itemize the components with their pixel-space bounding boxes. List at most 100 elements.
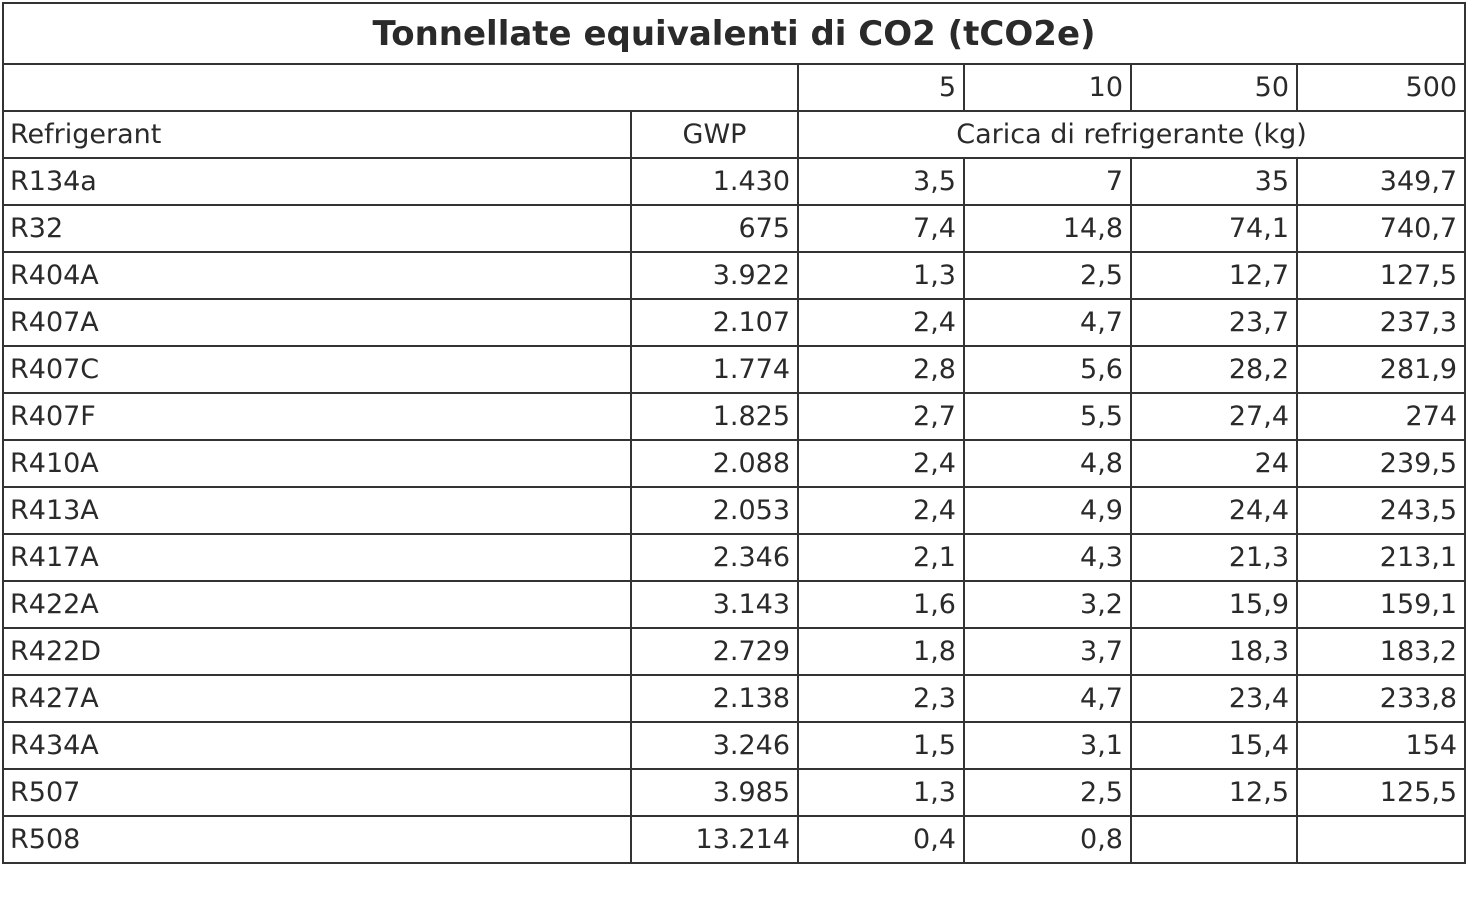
value-cell: 14,8 xyxy=(963,204,1132,253)
value-cell xyxy=(1130,815,1298,864)
value-cell: 1.825 xyxy=(630,392,799,441)
refrigerant-cell: R422A xyxy=(2,580,632,629)
value-cell: 3,2 xyxy=(963,580,1132,629)
value-cell: 0,8 xyxy=(963,815,1132,864)
value-cell: 125,5 xyxy=(1295,768,1467,817)
value-cell: 24,4 xyxy=(1130,486,1298,535)
value-cell: 15,4 xyxy=(1130,721,1298,770)
refrigerant-cell: R407F xyxy=(2,392,632,441)
value-cell xyxy=(1295,815,1467,864)
value-cell: 4,3 xyxy=(963,533,1132,582)
empty-cell xyxy=(2,63,799,112)
value-cell: 2.138 xyxy=(630,674,799,723)
value-cell: 2.729 xyxy=(630,627,799,676)
value-cell: 740,7 xyxy=(1295,204,1467,253)
value-cell: 1.430 xyxy=(630,157,799,206)
value-cell: 3.246 xyxy=(630,721,799,770)
refrigerant-cell: R434A xyxy=(2,721,632,770)
refrigerant-cell: R404A xyxy=(2,251,632,300)
data-row: R410A 2.088 2,4 4,8 24 239,5 xyxy=(2,439,1467,488)
value-cell: 4,8 xyxy=(963,439,1132,488)
charge-cell: 10 xyxy=(963,63,1132,112)
value-cell: 13.214 xyxy=(630,815,799,864)
value-cell: 1.774 xyxy=(630,345,799,394)
refrigerant-cell: R427A xyxy=(2,674,632,723)
title-row: Tonnellate equivalenti di CO2 (tCO2e) xyxy=(1,2,1467,65)
value-cell: 15,9 xyxy=(1130,580,1298,629)
value-cell: 5,5 xyxy=(963,392,1132,441)
data-row: R404A 3.922 1,3 2,5 12,7 127,5 xyxy=(2,251,1467,300)
charge-cell: 5 xyxy=(797,63,965,112)
refrigerant-cell: R507 xyxy=(2,768,632,817)
value-cell: 27,4 xyxy=(1130,392,1298,441)
data-row: R134a 1.430 3,5 7 35 349,7 xyxy=(2,157,1467,206)
refrigerant-cell: R134a xyxy=(2,157,632,206)
value-cell: 2,8 xyxy=(797,345,965,394)
value-cell: 127,5 xyxy=(1295,251,1467,300)
charge-cell: 500 xyxy=(1295,63,1467,112)
value-cell: 281,9 xyxy=(1295,345,1467,394)
value-cell: 2,4 xyxy=(797,486,965,535)
value-cell: 23,7 xyxy=(1130,298,1298,347)
value-cell: 3,1 xyxy=(963,721,1132,770)
value-cell: 2.053 xyxy=(630,486,799,535)
value-cell: 1,3 xyxy=(797,768,965,817)
value-cell: 2,7 xyxy=(797,392,965,441)
value-cell: 18,3 xyxy=(1130,627,1298,676)
value-cell: 1,3 xyxy=(797,251,965,300)
data-row: R407A 2.107 2,4 4,7 23,7 237,3 xyxy=(2,298,1467,347)
refrigerant-cell: R407C xyxy=(2,345,632,394)
refrigerant-cell: R413A xyxy=(2,486,632,535)
value-cell: 1,8 xyxy=(797,627,965,676)
value-cell: 3.985 xyxy=(630,768,799,817)
table-title: Tonnellate equivalenti di CO2 (tCO2e) xyxy=(1,2,1467,65)
data-row: R508 13.214 0,4 0,8 xyxy=(2,815,1467,864)
refrigerant-cell: R410A xyxy=(2,439,632,488)
value-cell: 4,9 xyxy=(963,486,1132,535)
value-cell: 12,5 xyxy=(1130,768,1298,817)
value-cell: 7 xyxy=(963,157,1132,206)
value-cell: 243,5 xyxy=(1295,486,1467,535)
refrigerant-cell: R417A xyxy=(2,533,632,582)
value-cell: 3,7 xyxy=(963,627,1132,676)
value-cell: 1,6 xyxy=(797,580,965,629)
value-cell: 0,4 xyxy=(797,815,965,864)
value-cell: 5,6 xyxy=(963,345,1132,394)
data-row: R413A 2.053 2,4 4,9 24,4 243,5 xyxy=(2,486,1467,535)
value-cell: 274 xyxy=(1295,392,1467,441)
data-row: R407F 1.825 2,7 5,5 27,4 274 xyxy=(2,392,1467,441)
header-cell: GWP xyxy=(630,110,799,159)
value-cell: 183,2 xyxy=(1295,627,1467,676)
charge-cell: 50 xyxy=(1130,63,1298,112)
value-cell: 2,5 xyxy=(963,251,1132,300)
value-cell: 349,7 xyxy=(1295,157,1467,206)
value-cell: 2,1 xyxy=(797,533,965,582)
charge-row: 5 10 50 500 xyxy=(2,63,1467,112)
value-cell: 28,2 xyxy=(1130,345,1298,394)
value-cell: 23,4 xyxy=(1130,674,1298,723)
value-cell: 4,7 xyxy=(963,674,1132,723)
value-cell: 3.143 xyxy=(630,580,799,629)
value-cell: 4,7 xyxy=(963,298,1132,347)
header-cell: Refrigerant xyxy=(2,110,632,159)
value-cell: 74,1 xyxy=(1130,204,1298,253)
value-cell: 2.088 xyxy=(630,439,799,488)
value-cell: 2.107 xyxy=(630,298,799,347)
value-cell: 2,3 xyxy=(797,674,965,723)
header-row: Refrigerant GWP Carica di refrigerante (… xyxy=(2,110,1467,159)
value-cell: 154 xyxy=(1295,721,1467,770)
value-cell: 159,1 xyxy=(1295,580,1467,629)
refrigerant-cell: R407A xyxy=(2,298,632,347)
value-cell: 2,4 xyxy=(797,439,965,488)
value-cell: 213,1 xyxy=(1295,533,1467,582)
value-cell: 24 xyxy=(1130,439,1298,488)
refrigerant-cell: R508 xyxy=(2,815,632,864)
data-row: R417A 2.346 2,1 4,3 21,3 213,1 xyxy=(2,533,1467,582)
data-row: R422A 3.143 1,6 3,2 15,9 159,1 xyxy=(2,580,1467,629)
value-cell: 675 xyxy=(630,204,799,253)
refrigerant-cell: R422D xyxy=(2,627,632,676)
value-cell: 2,5 xyxy=(963,768,1132,817)
value-cell: 21,3 xyxy=(1130,533,1298,582)
data-row: R507 3.985 1,3 2,5 12,5 125,5 xyxy=(2,768,1467,817)
